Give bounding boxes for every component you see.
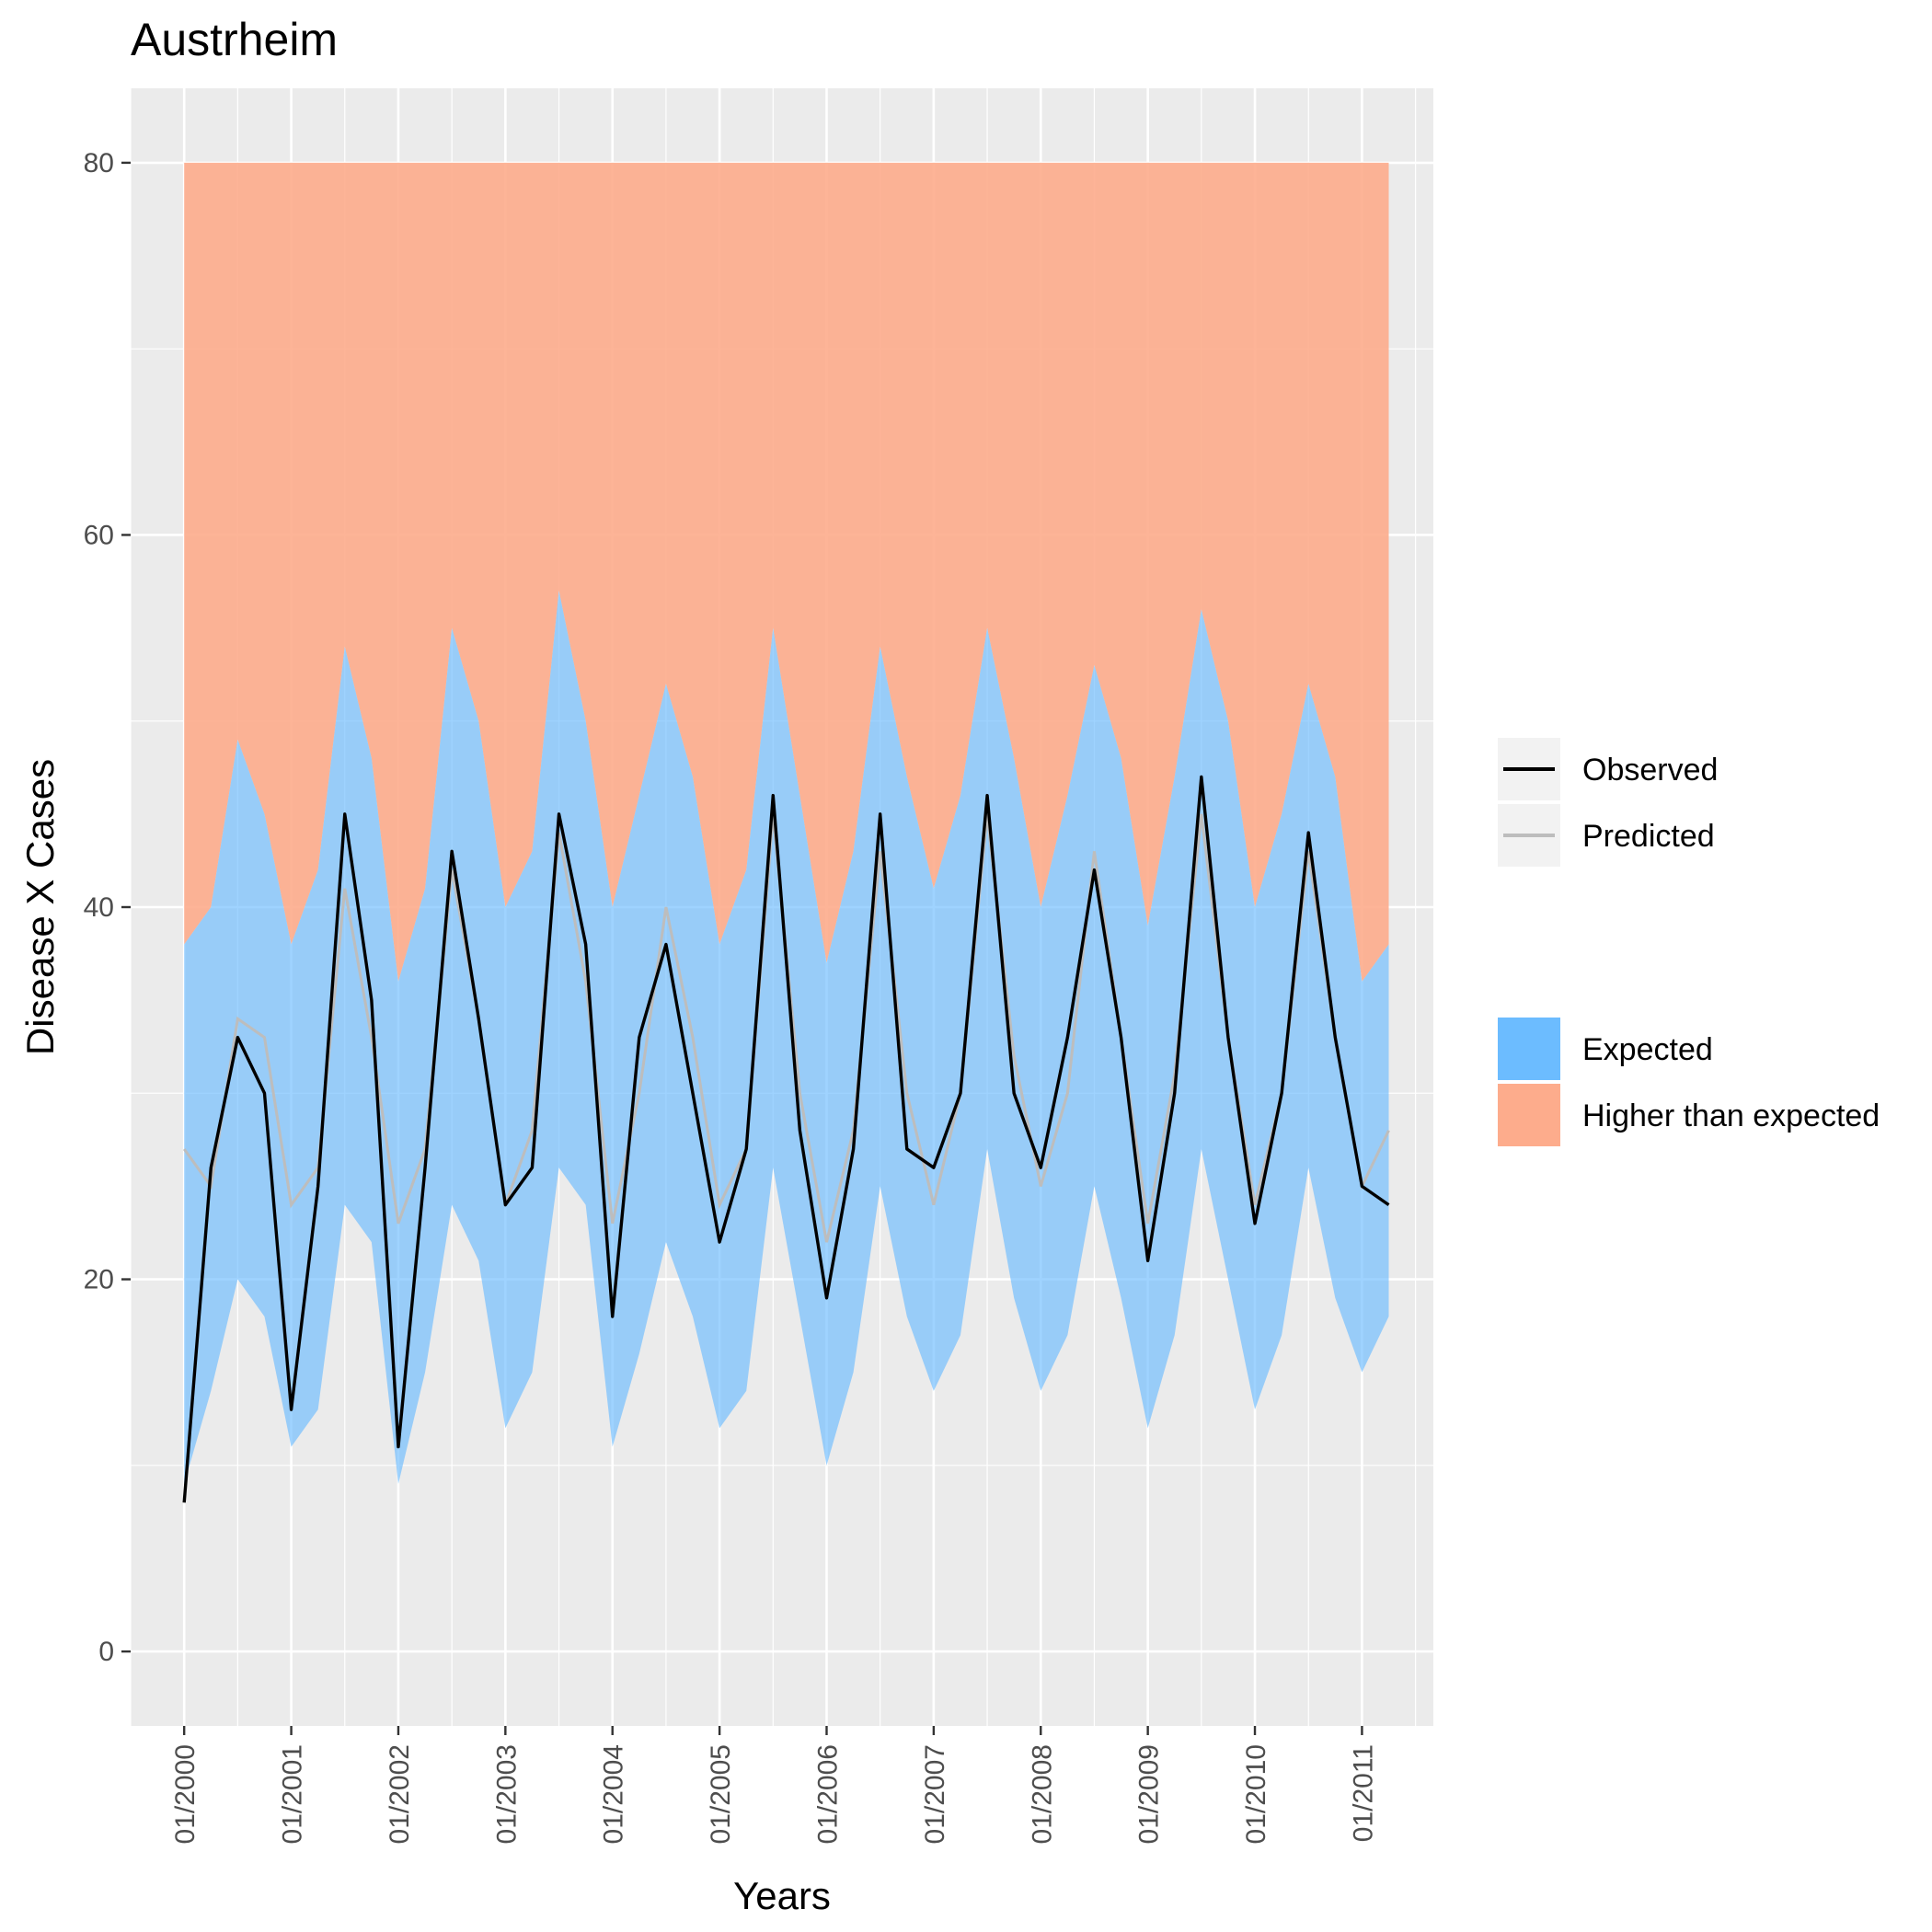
y-axis: 0 20 40 60 80: [84, 148, 131, 1667]
y-tick-label: 0: [98, 1637, 114, 1667]
x-tick-label: 01/2001: [278, 1744, 308, 1844]
bands-layer: [184, 162, 1389, 1485]
y-tick-label: 80: [84, 148, 114, 178]
y-axis-title: Disease X Cases: [18, 759, 62, 1055]
observed-line: [182, 775, 1390, 1503]
lines-layer: [182, 775, 1390, 1503]
x-tick-label: 01/2007: [920, 1744, 950, 1844]
x-axis-title: Years: [733, 1874, 831, 1917]
legend-label: Observed: [1582, 753, 1718, 788]
y-tick-label: 40: [84, 892, 114, 923]
legend-fill-swatch: [1498, 1084, 1560, 1146]
x-tick-label: 01/2008: [1027, 1744, 1057, 1844]
x-tick-label: 01/2003: [491, 1744, 522, 1844]
x-tick-label: 01/2011: [1348, 1744, 1378, 1842]
legend-label: Higher than expected: [1582, 1098, 1880, 1133]
expected-band: [184, 591, 1389, 1485]
x-axis: 01/2000 01/2001 01/2002 01/2003 01/2004 01/20…: [170, 1726, 1378, 1844]
x-tick-label: 01/2000: [170, 1744, 201, 1844]
legend-fill-swatch: [1498, 1018, 1560, 1080]
x-tick-label: 01/2004: [599, 1744, 629, 1844]
x-tick-label: 01/2010: [1241, 1744, 1271, 1844]
chart-title: Austrheim: [131, 14, 338, 65]
x-tick-label: 01/2009: [1134, 1744, 1165, 1844]
y-tick-label: 60: [84, 520, 114, 550]
x-tick-label: 01/2002: [385, 1744, 415, 1844]
legend-label: Predicted: [1582, 819, 1715, 854]
x-tick-label: 01/2006: [812, 1744, 843, 1844]
x-tick-label: 01/2005: [706, 1744, 736, 1844]
legend: Observed Predicted Expected Higher than exp…: [1498, 738, 1880, 1146]
higher-than-expected-area: [184, 162, 1389, 982]
legend-label: Expected: [1582, 1032, 1713, 1067]
y-tick-label: 20: [84, 1265, 114, 1295]
